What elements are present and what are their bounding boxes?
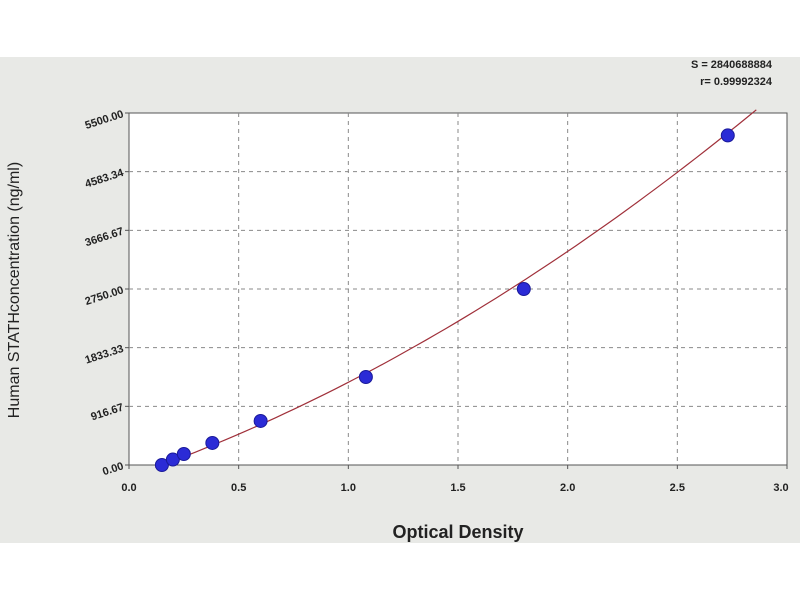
x-tick-label: 0.0 <box>121 482 136 494</box>
data-point <box>253 413 268 428</box>
fit-statistics: S = 2840688884 r= 0.99992324 <box>691 57 772 91</box>
data-point <box>176 446 191 461</box>
y-tick-label: 3666.67 <box>84 226 126 250</box>
y-axis-ticks: 0.00 916.67 1833.33 2750.00 3666.67 4583.34 55… <box>84 108 129 478</box>
data-points <box>154 128 735 472</box>
stat-s: S = 2840688884 <box>690 59 772 71</box>
x-tick-label: 1.5 <box>450 482 465 494</box>
x-tick-label: 0.5 <box>231 482 246 494</box>
y-tick-label: 4583.34 <box>84 167 126 191</box>
data-point <box>165 452 180 467</box>
data-point <box>720 128 735 143</box>
data-point <box>205 435 220 450</box>
y-tick-label: 2750.00 <box>84 284 126 308</box>
y-tick-label: 0.00 <box>101 460 125 478</box>
x-axis-ticks: 0.0 0.5 1.0 1.5 2.0 2.5 3.0 <box>121 465 789 494</box>
y-tick-label: 5500.00 <box>84 108 126 132</box>
y-tick-label: 1833.33 <box>84 343 126 367</box>
y-tick-label: 916.67 <box>89 402 125 424</box>
data-point <box>358 370 373 384</box>
data-point <box>154 458 169 472</box>
stat-r: r= 0.99992324 <box>700 76 772 88</box>
x-tick-label: 2.5 <box>670 482 685 494</box>
x-tick-label: 2.0 <box>560 482 575 494</box>
y-axis-label: Human STATHconcentration (ng/ml) <box>6 162 23 418</box>
fit-curve <box>155 109 757 469</box>
x-axis-label: Optical Density <box>392 522 523 542</box>
x-tick-label: 1.0 <box>341 482 356 494</box>
x-tick-label: 3.0 <box>773 482 788 494</box>
data-point <box>516 282 531 296</box>
